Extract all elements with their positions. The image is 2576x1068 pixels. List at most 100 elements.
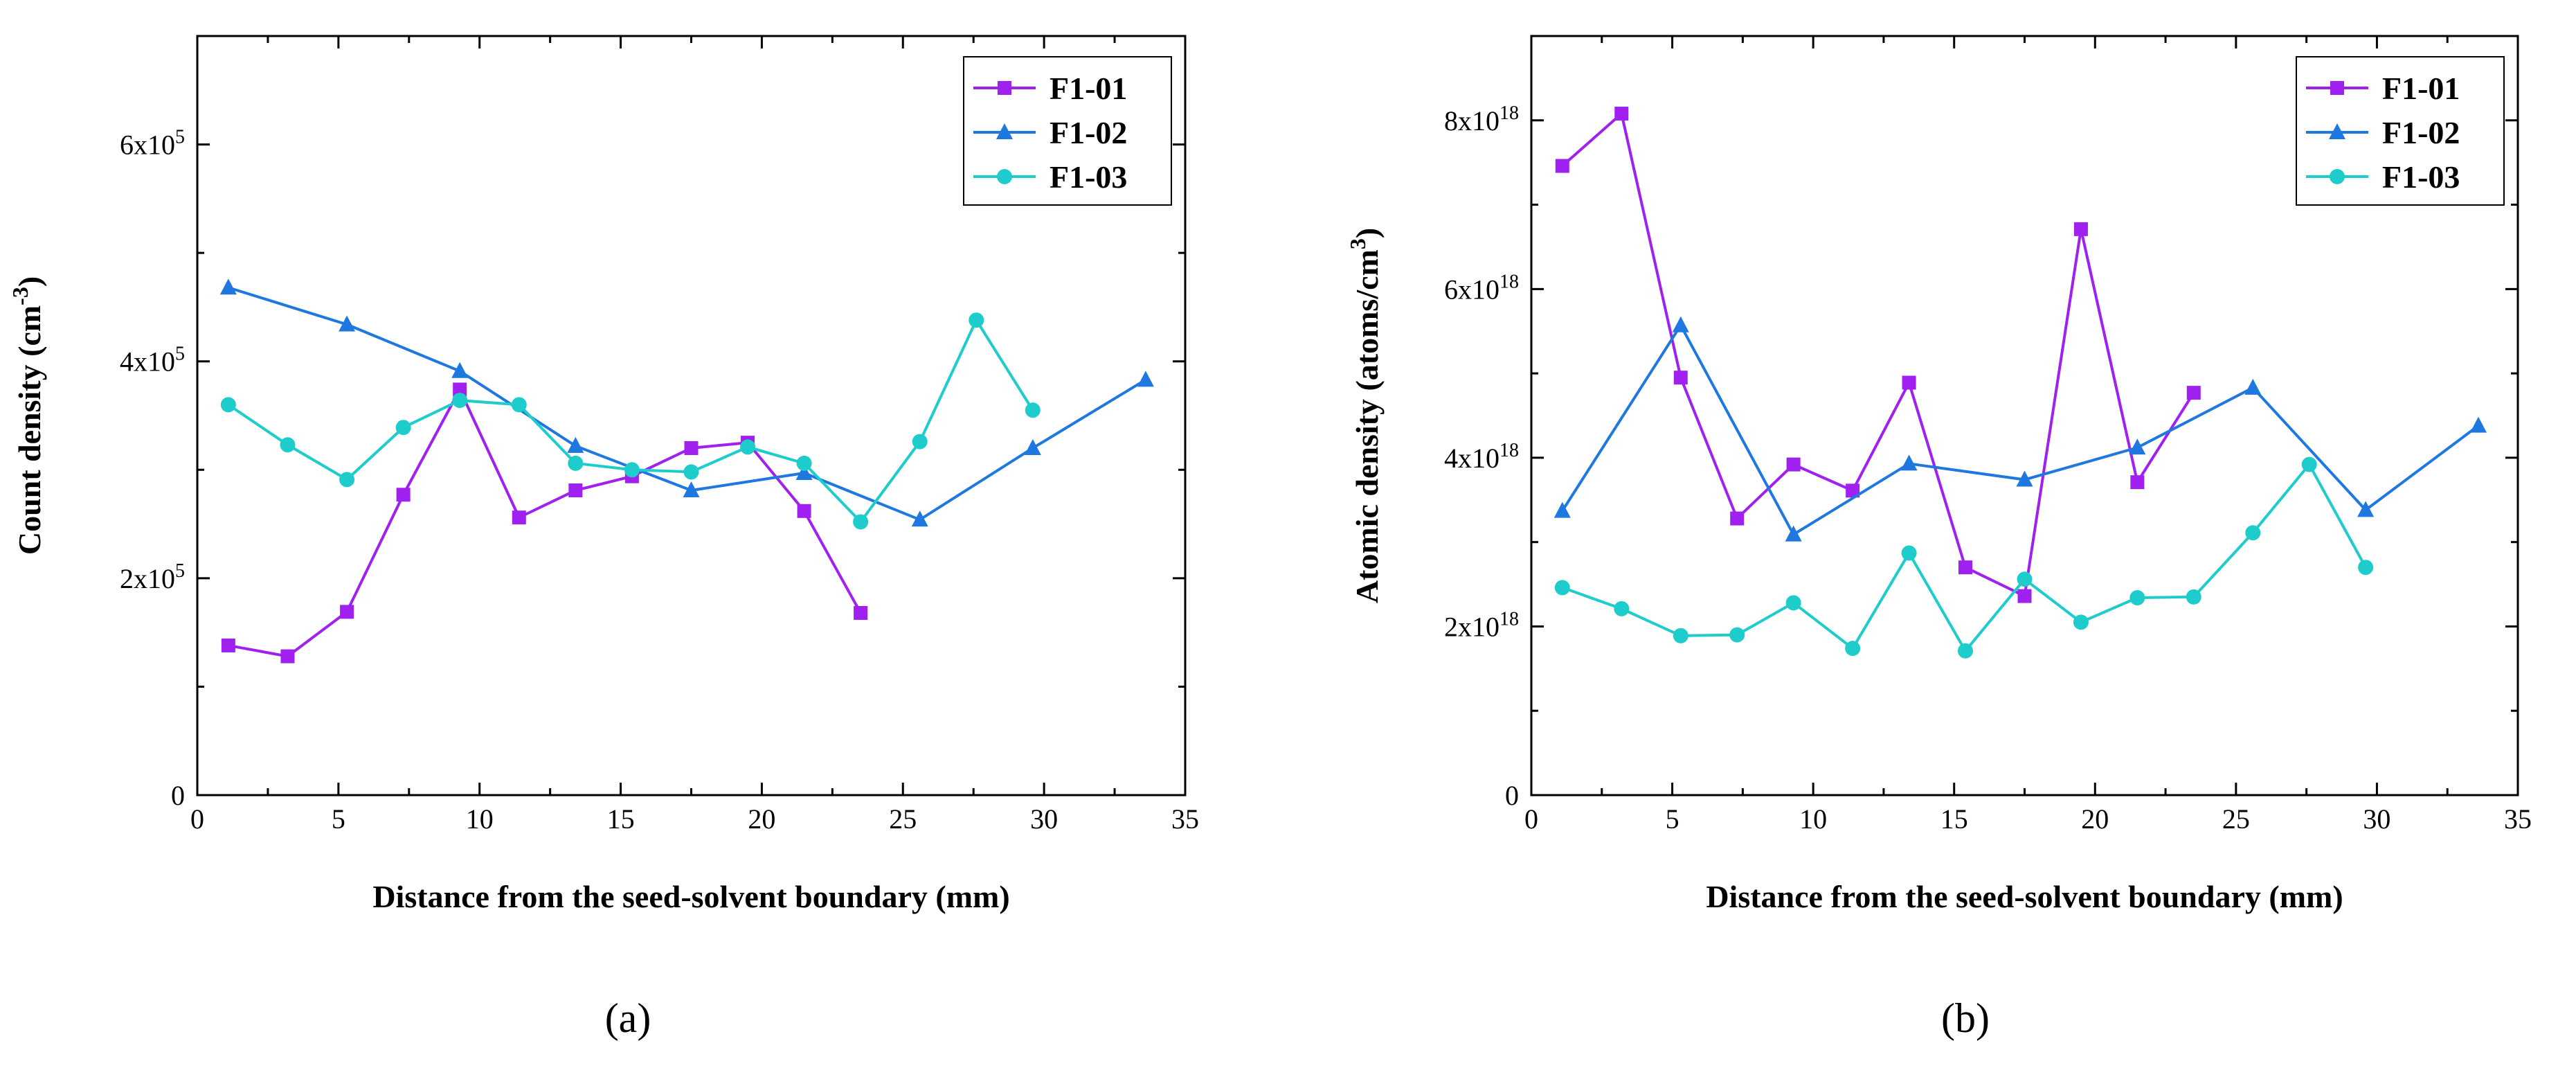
data-point xyxy=(2301,456,2317,472)
data-point xyxy=(2186,386,2201,400)
data-point xyxy=(1785,525,1802,542)
data-point xyxy=(854,605,868,620)
data-point xyxy=(1554,580,1570,596)
data-point xyxy=(568,483,583,498)
data-point xyxy=(2357,501,2375,517)
data-point xyxy=(339,472,355,488)
data-point xyxy=(911,510,928,527)
y-tick-label: 4x1018 xyxy=(1444,440,1519,474)
data-point xyxy=(219,278,237,295)
legend: F1-01 F1-02 F1-03 xyxy=(2296,56,2505,206)
data-point xyxy=(2017,589,2032,603)
legend: F1-01 F1-02 F1-03 xyxy=(963,56,1172,206)
x-tick-label: 5 xyxy=(1666,803,1679,835)
data-point xyxy=(1902,375,1916,390)
data-point xyxy=(796,455,812,471)
data-point xyxy=(451,362,469,378)
data-point xyxy=(1024,438,1041,455)
panel-label: (a) xyxy=(605,995,651,1041)
data-point xyxy=(1025,402,1041,418)
data-point xyxy=(1901,545,1917,561)
data-point xyxy=(1553,501,1571,518)
data-point xyxy=(1846,483,1860,498)
data-point xyxy=(453,382,467,397)
y-tick-label: 8x1018 xyxy=(1444,103,1519,136)
data-point xyxy=(1614,600,1630,616)
data-point xyxy=(2358,560,2374,576)
data-point xyxy=(512,510,526,525)
legend-label: F1-03 xyxy=(1050,159,1127,195)
x-tick-label: 10 xyxy=(466,803,494,835)
series-line xyxy=(228,386,862,658)
legend-label: F1-03 xyxy=(2382,159,2460,195)
data-point xyxy=(1845,641,1861,657)
data-point xyxy=(1786,457,1801,472)
y-axis-title: Count density (cm-3) xyxy=(8,276,47,555)
x-tick-label: 20 xyxy=(2081,803,2109,835)
data-point xyxy=(2073,222,2088,236)
x-tick-label: 35 xyxy=(1171,803,1199,835)
legend-marker xyxy=(996,123,1013,139)
series-line xyxy=(228,286,1146,522)
x-tick-label: 20 xyxy=(748,803,775,835)
data-point xyxy=(969,312,984,328)
data-point xyxy=(1785,595,1801,611)
x-axis-title: Distance from the seed-solvent boundary … xyxy=(1706,879,2343,914)
data-point xyxy=(2186,589,2201,605)
series-f1-03 xyxy=(1554,456,2374,659)
y-tick-label: 2x1018 xyxy=(1444,608,1519,642)
x-tick-label: 15 xyxy=(1940,803,1968,835)
data-point xyxy=(220,397,236,413)
series-f1-03 xyxy=(220,312,1041,530)
y-tick-label: 0 xyxy=(171,780,185,811)
x-tick-label: 5 xyxy=(332,803,345,835)
x-tick-label: 30 xyxy=(1030,803,1058,835)
data-point xyxy=(340,605,354,619)
y-tick-label: 2x105 xyxy=(120,560,185,594)
data-point xyxy=(1137,371,1154,387)
data-point xyxy=(912,434,928,450)
data-point xyxy=(683,464,699,480)
data-point xyxy=(567,436,584,453)
y-tick-label: 4x105 xyxy=(120,344,185,377)
data-point xyxy=(853,514,869,530)
data-point xyxy=(2017,571,2033,587)
data-point xyxy=(1672,316,1689,332)
data-point xyxy=(1730,511,1745,526)
chart-panel-a: 0 5 10 15 20 25 30 35 0 2x105 4x105 6x105 Distance f… xyxy=(8,35,1199,1041)
y-tick-label: 0 xyxy=(1505,780,1519,811)
x-tick-label: 10 xyxy=(1799,803,1827,835)
x-axis-title: Distance from the seed-solvent boundary … xyxy=(372,879,1009,914)
data-point xyxy=(740,439,756,455)
x-tick-label: 25 xyxy=(889,803,917,835)
data-point xyxy=(1555,159,1569,173)
data-point xyxy=(684,440,699,455)
x-tick-label: 15 xyxy=(607,803,635,835)
x-tick-label: 35 xyxy=(2504,803,2532,835)
legend-label: F1-01 xyxy=(2382,71,2460,106)
chart-panel-b: 0 5 10 15 20 25 30 35 0 2x1018 4x1018 6x1018 8x1018 D… xyxy=(1345,35,2532,1041)
legend-marker xyxy=(2329,123,2345,139)
x-tick-label: 0 xyxy=(1524,803,1538,835)
data-point xyxy=(1900,454,1918,471)
data-point xyxy=(396,488,411,502)
y-axis-title: Atomic density (atoms/cm3) xyxy=(1345,228,1385,603)
series-line xyxy=(1562,462,2367,654)
data-point xyxy=(797,504,811,518)
data-point xyxy=(1673,628,1688,643)
x-tick-label: 0 xyxy=(190,803,204,835)
data-point xyxy=(683,481,700,498)
data-point xyxy=(2073,614,2089,630)
data-point xyxy=(280,649,295,664)
data-point xyxy=(2244,378,2262,395)
series-f1-02 xyxy=(1553,316,2487,542)
legend-label: F1-02 xyxy=(1050,115,1127,150)
data-point xyxy=(1614,107,1629,121)
series-line xyxy=(1561,111,2195,598)
legend-marker xyxy=(998,81,1011,95)
data-point xyxy=(2470,416,2487,433)
x-tick-label: 25 xyxy=(2222,803,2250,835)
series-f1-01 xyxy=(1555,107,2201,603)
data-point xyxy=(624,462,640,478)
